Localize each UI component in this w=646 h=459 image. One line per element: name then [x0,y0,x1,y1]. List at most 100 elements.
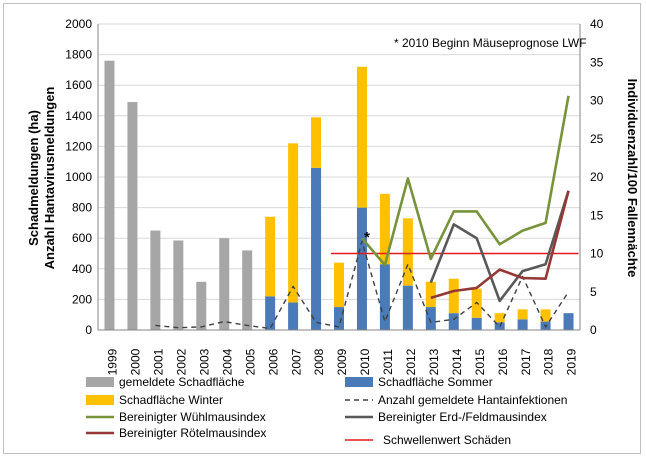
bar-schadflaeche-winter [288,143,299,303]
x-tick-label: 2012 [404,348,418,375]
y-right-tick-label: 30 [590,94,604,108]
y-left-tick-label: 2000 [65,17,92,31]
x-tick-label: 2008 [312,348,326,375]
bar-schadflaeche-winter [311,117,322,168]
left-tick-labels: 0 200 400 600 800 1000 1200 1400 1600 1800 2000 [65,17,92,337]
bar-gemeldete-schadflaeche [150,230,161,330]
y-right-tick-label: 35 [590,55,604,69]
x-tick-label: 2015 [473,348,487,375]
right-tick-labels: 0 5 10 15 20 25 30 35 40 [590,17,604,337]
x-tick-label: 2003 [197,348,211,375]
y-right-tick-label: 0 [590,323,597,337]
axes [97,24,581,331]
y-left-tick-label: 1800 [65,48,92,62]
x-tick-labels: 1999 2000 2001 2002 2003 2004 2005 2006 2007 2008… [106,348,579,375]
bar-schadflaeche-winter [265,216,276,297]
y-right-tick-label: 25 [590,132,604,146]
x-tick-label: 2017 [519,348,533,375]
x-tick-label: 2019 [565,348,579,375]
bar-schadflaeche-winter [334,262,344,308]
bar-schadflaeche-sommer [379,264,390,330]
x-tick-label: 2014 [450,348,464,375]
x-tick-label: 2007 [289,348,303,375]
legend-label: Bereinigter Wühlmausindex [119,410,266,424]
y-left-tick-label: 0 [85,323,92,337]
x-tick-label: 2000 [129,348,143,375]
bar-schadflaeche-winter [448,278,459,314]
gridlines [98,23,580,300]
x-tick-label: 1999 [106,348,120,375]
bar-schadflaeche-sommer [402,285,413,330]
y-right-tick-label: 15 [590,208,604,222]
bar-schadflaeche-winter [356,66,367,208]
y-right-title: Individuenzahl/100 Fallennächte [625,79,640,278]
bar-schadflaeche-sommer [425,307,436,330]
x-tick-label: 2010 [358,348,372,375]
bar-gemeldete-schadflaeche [196,281,207,330]
y-left-title-line2: Anzahl Hantavirusmeldungen [42,87,57,270]
y-left-tick-label: 1200 [65,139,92,153]
y-left-tick-label: 1000 [65,170,92,184]
legend-label: Bereinigter Rötelmausindex [119,426,266,440]
bar-schadflaeche-sommer [471,317,482,330]
line-erd-feldmausindex [429,190,570,303]
bar-schadflaeche-sommer [334,307,344,330]
line-roetelmausindex [430,190,570,300]
y-left-tick-label: 600 [72,231,92,245]
x-tick-label: 2001 [152,348,166,375]
y-left-tick-label: 1600 [65,78,92,92]
legend: gemeldete Schadfläche Schadfläche Sommer S… [86,375,567,447]
y-left-tick-label: 200 [72,292,92,306]
bar-gemeldete-schadflaeche [242,250,253,330]
line-hantainfektionen [155,240,570,330]
x-tick-label: 2016 [496,348,510,375]
bar-schadflaeche-sommer [288,302,299,330]
bar-schadflaeche-sommer [265,296,276,330]
x-tick-label: 2005 [243,348,257,375]
bar-schadflaeche-sommer [517,319,528,330]
x-tick-label: 2011 [381,349,395,375]
bar-schadflaeche-sommer [448,313,459,330]
bar-schadflaeche-winter [379,193,390,265]
bars [104,60,574,330]
bar-schadflaeche-sommer [311,167,322,330]
x-tick-label: 2002 [175,348,189,375]
legend-swatch [86,395,114,405]
y-left-tick-label: 400 [72,262,92,276]
y-left-tick-label: 1400 [65,109,92,123]
annotation-star: * [364,229,370,246]
chart-frame [3,3,641,454]
bar-schadflaeche-winter [425,281,436,308]
bar-gemeldete-schadflaeche [104,60,115,330]
line-wuehlmausindex [361,95,570,267]
x-tick-label: 2009 [335,348,349,375]
legend-swatch [345,377,373,387]
bar-schadflaeche-winter [517,309,528,320]
bar-schadflaeche-winter [494,313,505,323]
bar-schadflaeche-sommer [356,207,367,330]
bar-schadflaeche-winter [540,309,551,322]
x-tick-label: 2006 [266,348,280,375]
y-right-tick-label: 5 [590,285,597,299]
bar-gemeldete-schadflaeche [127,102,138,330]
y-right-tick-label: 40 [590,17,604,31]
x-tick-label: 2018 [542,348,556,375]
legend-label: Schwellenwert Schäden [383,433,511,447]
bar-schadflaeche-winter [402,218,413,286]
x-tick-label: 2004 [220,348,234,375]
x-tick-label: 2013 [427,348,441,375]
legend-label: Schadfläche Sommer [378,375,493,389]
lines [155,95,579,330]
bar-gemeldete-schadflaeche [173,240,184,330]
y-left-title-line1: Schadmeldungen (ha) [26,110,41,246]
y-right-tick-label: 20 [590,170,604,184]
bar-schadflaeche-sommer [563,313,574,330]
note-text: * 2010 Beginn Mäuseprognose LWF [394,36,587,50]
legend-label: Schadfläche Winter [119,393,223,407]
legend-label: Anzahl gemeldete Hantainfektionen [378,393,567,407]
y-right-tick-label: 10 [590,247,604,261]
legend-label: gemeldete Schadfläche [119,375,245,389]
legend-swatch [86,377,114,387]
bar-gemeldete-schadflaeche [219,238,230,330]
